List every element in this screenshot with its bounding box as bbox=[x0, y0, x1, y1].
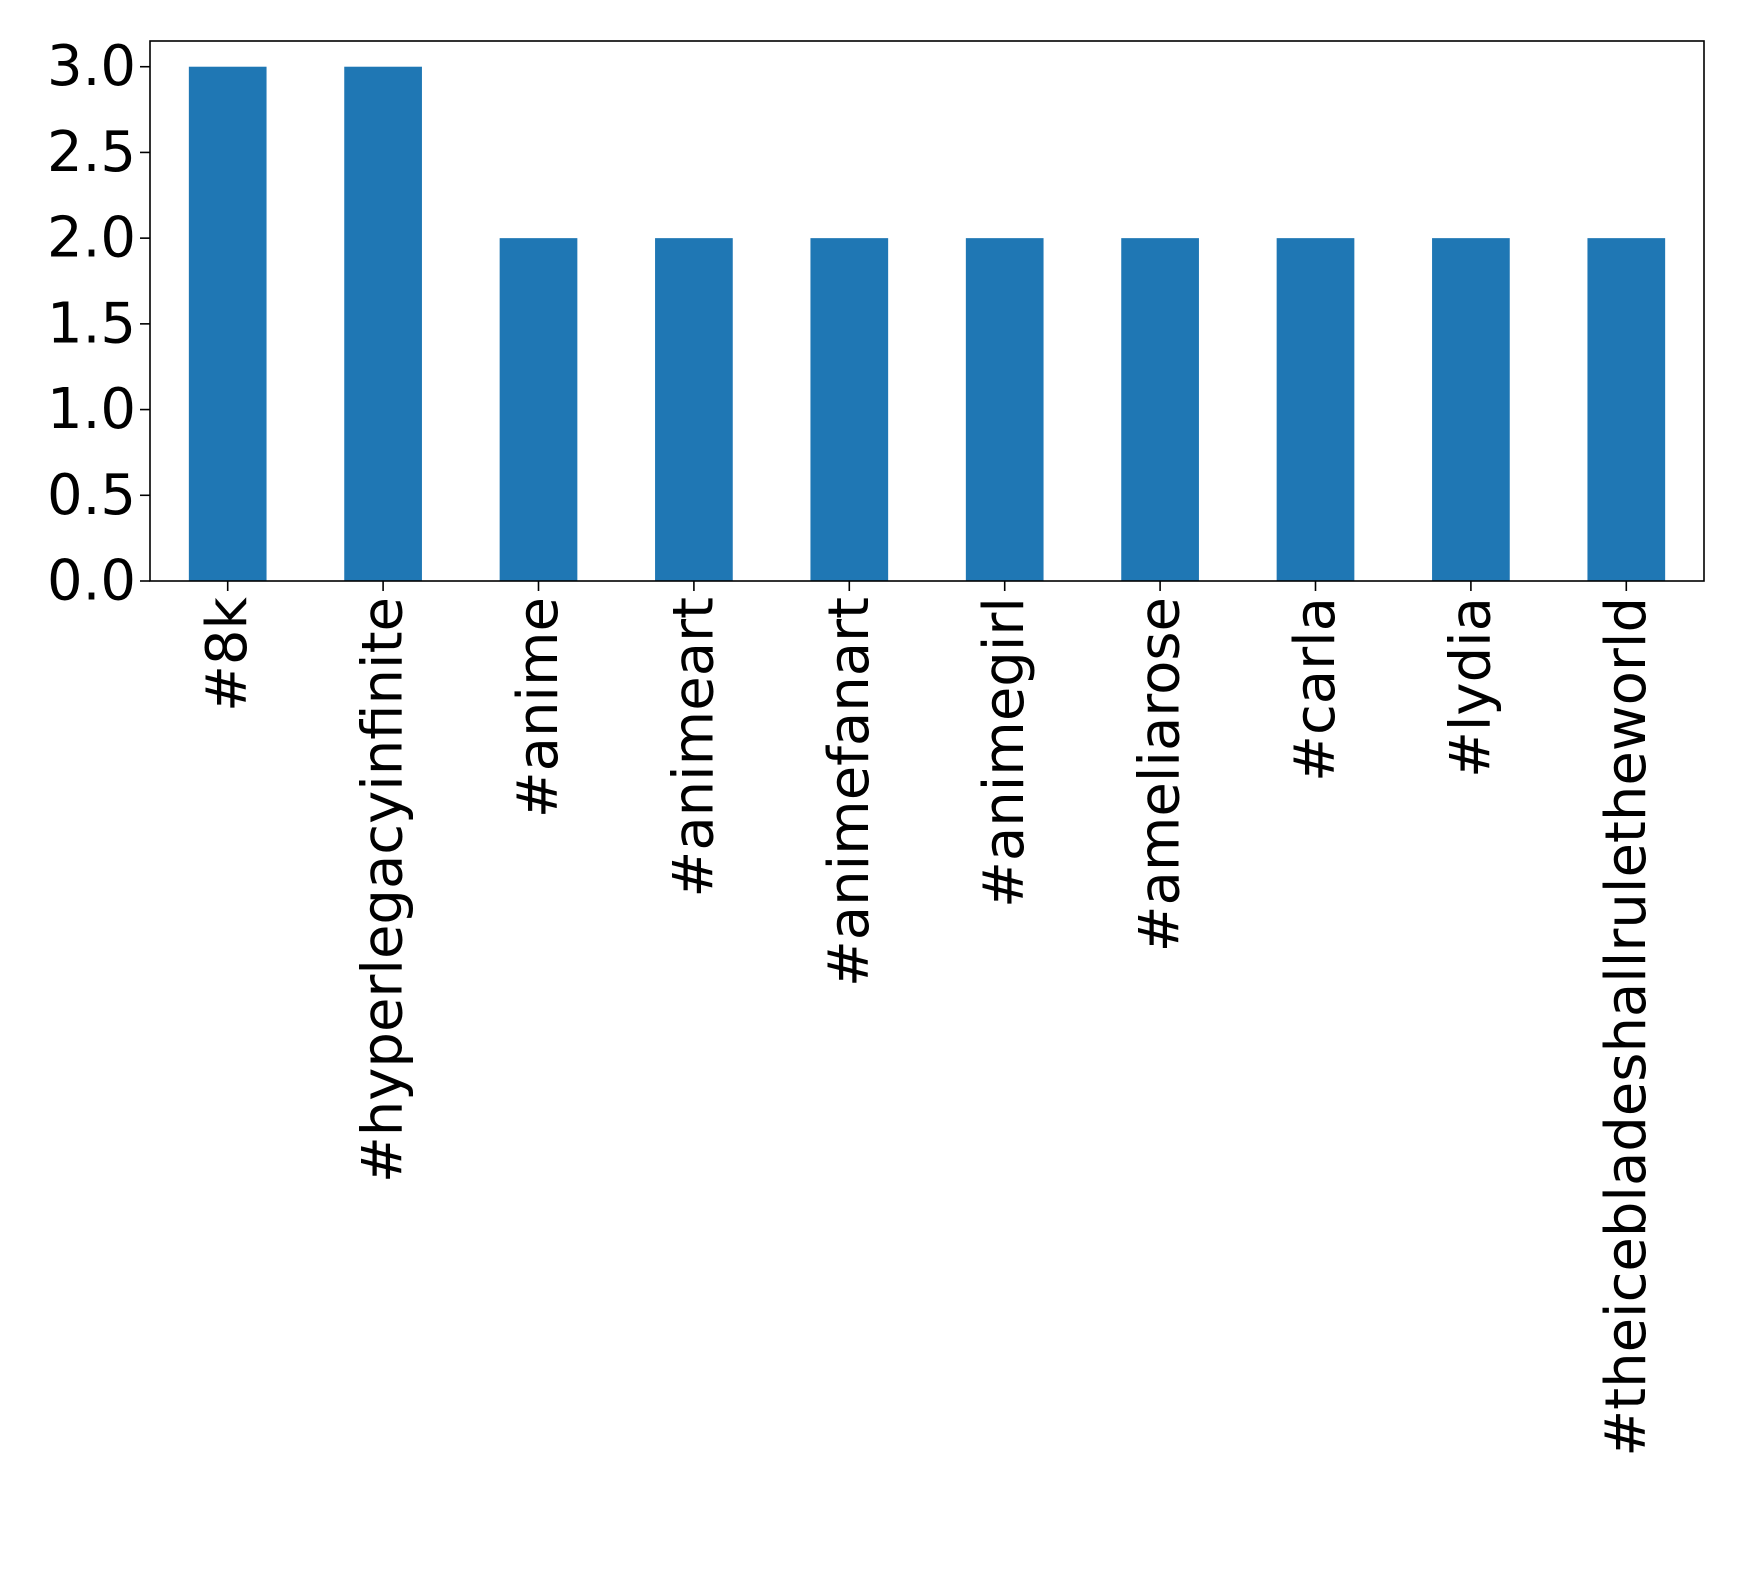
bar bbox=[810, 238, 889, 581]
x-tick-label: #animegirl bbox=[972, 597, 1037, 908]
bar bbox=[499, 238, 578, 581]
x-tick-label: #lydia bbox=[1438, 597, 1503, 778]
bar bbox=[965, 238, 1044, 581]
x-tick-label: #hyperlegacyinfinite bbox=[351, 597, 416, 1183]
x-tick-label: #animeart bbox=[661, 597, 726, 898]
x-tick-label: #carla bbox=[1283, 597, 1348, 782]
x-tick-label: #8k bbox=[195, 596, 260, 712]
x-tick-label: #theicebladeshallruletheworld bbox=[1594, 597, 1659, 1457]
y-tick-label: 1.0 bbox=[47, 377, 136, 442]
y-tick-label: 2.5 bbox=[47, 120, 136, 185]
x-tick-label: #anime bbox=[506, 597, 571, 818]
bar bbox=[655, 238, 733, 581]
y-tick-label: 2.0 bbox=[47, 206, 136, 271]
y-tick-label: 3.0 bbox=[47, 34, 136, 99]
y-axis: 0.0 0.5 1.0 1.5 2.0 2.5 3.0 bbox=[47, 34, 150, 614]
bar bbox=[1587, 238, 1666, 581]
bars bbox=[188, 66, 1666, 581]
bar bbox=[1276, 238, 1355, 581]
y-tick-label: 1.5 bbox=[47, 291, 136, 356]
x-tick-label: #ameliarose bbox=[1128, 597, 1193, 952]
x-axis: #8k #hyperlegacyinfinite #anime #animeart #a… bbox=[195, 581, 1659, 1457]
plot-frame bbox=[149, 40, 1705, 582]
x-tick-label: #animefanart bbox=[817, 597, 882, 987]
y-tick-label: 0.0 bbox=[47, 549, 136, 614]
bar bbox=[344, 66, 422, 581]
bar bbox=[1432, 238, 1510, 581]
y-tick-label: 0.5 bbox=[47, 463, 136, 528]
bar bbox=[1121, 238, 1199, 581]
bar bbox=[188, 66, 267, 581]
